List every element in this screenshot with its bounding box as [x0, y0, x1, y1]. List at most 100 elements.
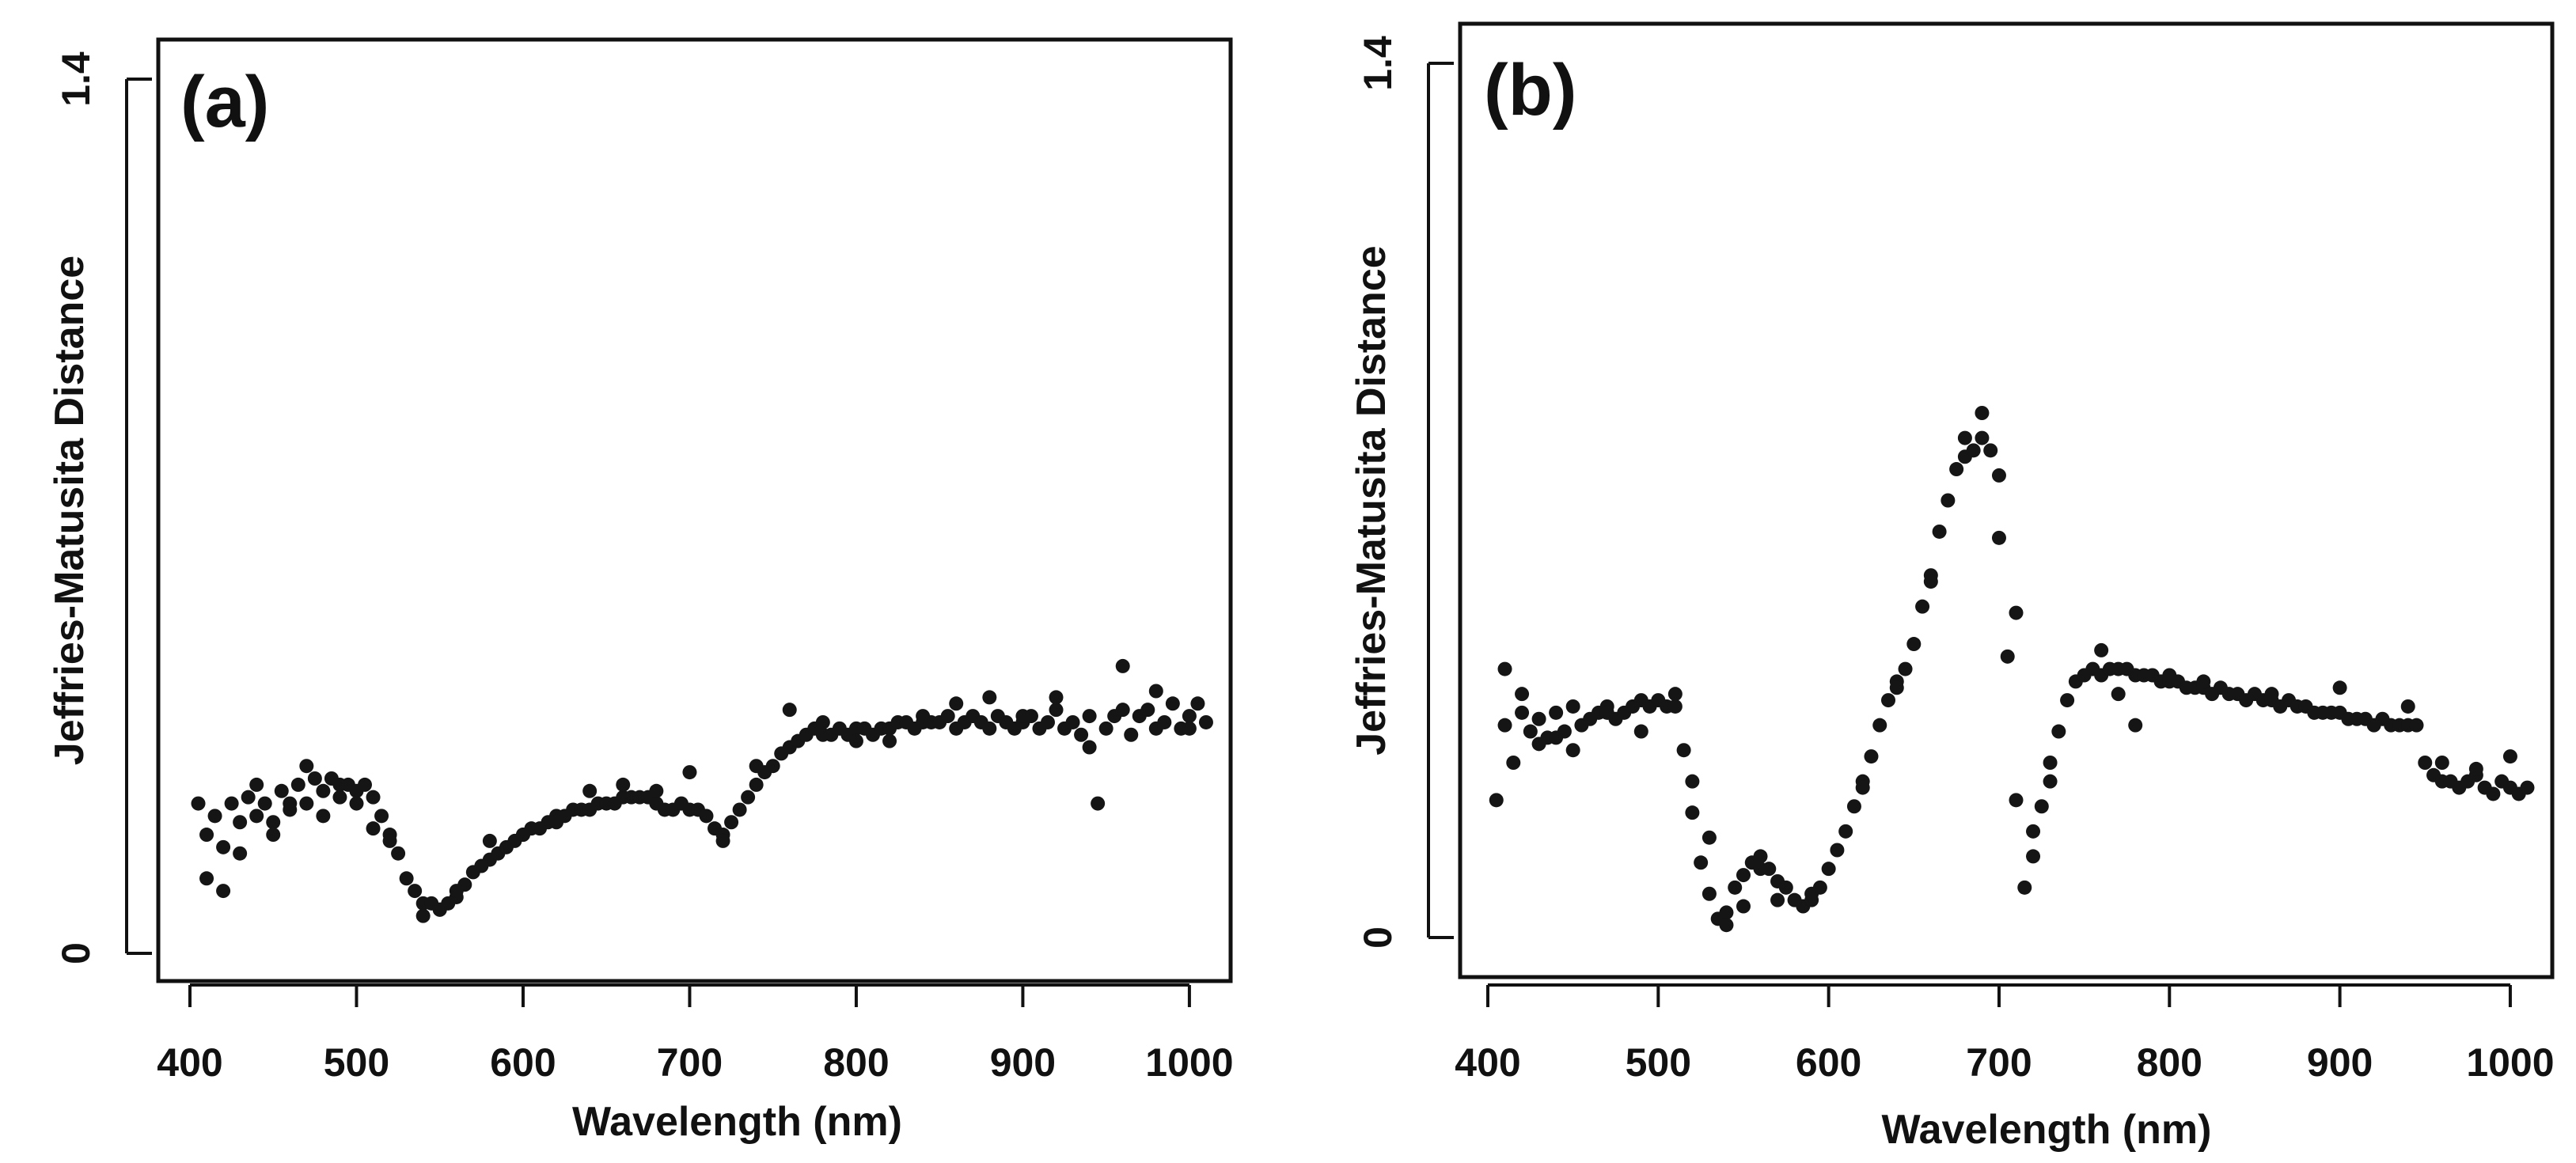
data-point: [1515, 687, 1530, 702]
data-point: [2502, 749, 2517, 764]
data-series: [191, 658, 1213, 923]
data-point: [415, 908, 431, 923]
data-point: [1694, 855, 1709, 870]
data-point: [1124, 727, 1139, 742]
data-point: [848, 733, 863, 748]
x-tick-label: 800: [2137, 1040, 2202, 1085]
x-tick-label: 900: [990, 1040, 1056, 1085]
data-point: [2026, 849, 2041, 864]
y-axis-title: Jeffries-Matusita Distance: [47, 256, 93, 765]
data-point: [1889, 680, 1904, 695]
data-point: [741, 790, 756, 805]
data-point: [2017, 880, 2032, 895]
data-point: [1906, 637, 1922, 652]
data-point: [1049, 703, 1064, 718]
data-point: [274, 783, 289, 798]
data-point: [1685, 774, 1700, 789]
x-axis-title: Wavelength (nm): [1881, 1107, 2211, 1153]
data-point: [1949, 462, 1964, 477]
data-point: [1983, 443, 1998, 458]
x-tick-label: 700: [1966, 1040, 2032, 1085]
data-point: [299, 759, 314, 774]
data-point: [1015, 709, 1030, 724]
data-point: [1497, 718, 1512, 733]
data-point: [1182, 721, 1197, 736]
plot-frame: [156, 37, 1233, 983]
data-point: [949, 696, 964, 711]
data-point: [1082, 740, 1097, 755]
data-point: [1040, 714, 1055, 729]
data-point: [1165, 696, 1180, 711]
data-point: [1855, 780, 1870, 795]
data-point: [2264, 687, 2279, 702]
data-point: [682, 765, 697, 780]
panel-b: 0 1.4 400 500 600 700 800 900 1000 Jeffries-Matus…: [1349, 21, 2555, 1153]
data-point: [382, 833, 397, 848]
data-point: [2486, 786, 2501, 801]
data-point: [749, 777, 764, 792]
data-point: [1148, 684, 1163, 699]
data-point: [1941, 493, 1956, 508]
data-point: [249, 809, 264, 824]
data-point: [332, 790, 347, 805]
data-point: [482, 833, 497, 848]
data-point: [1685, 805, 1700, 820]
data-point: [1115, 703, 1130, 718]
x-tick-label: 1000: [1145, 1040, 1233, 1085]
x-tick-label: 600: [1796, 1040, 1861, 1085]
plot-frame: [1458, 21, 2555, 979]
data-point: [449, 884, 464, 899]
data-point: [1065, 714, 1080, 729]
data-point: [1549, 730, 1564, 745]
data-point: [1506, 756, 1521, 770]
data-point: [1676, 743, 1691, 758]
data-point: [649, 783, 664, 798]
data-point: [2051, 724, 2066, 739]
data-point: [1881, 693, 1896, 708]
y-axis-title: Jeffries-Matusita Distance: [1349, 245, 1394, 755]
data-point: [2043, 756, 2058, 770]
data-point: [2000, 649, 2015, 664]
data-point: [724, 815, 739, 830]
data-point: [266, 828, 281, 843]
data-point: [2009, 793, 2024, 808]
x-tick-label: 500: [1626, 1040, 1691, 1085]
data-point: [299, 796, 314, 811]
panel-label: (b): [1484, 50, 1576, 131]
data-point: [1846, 799, 1861, 814]
panel-label: (a): [180, 62, 269, 142]
data-point: [515, 828, 530, 843]
y-tick-label: 1.4: [1356, 36, 1400, 91]
data-point: [2111, 687, 2126, 702]
data-point: [1923, 574, 1938, 589]
data-point: [233, 846, 248, 861]
data-point: [699, 809, 714, 824]
data-point: [1804, 886, 1819, 901]
data-point: [815, 714, 830, 729]
data-point: [2026, 824, 2041, 839]
data-point: [1872, 718, 1887, 733]
data-point: [1957, 430, 1972, 445]
data-point: [1736, 899, 1751, 914]
data-point: [2009, 605, 2024, 620]
data-point: [1762, 862, 1777, 877]
data-point: [2400, 699, 2415, 714]
data-point: [616, 777, 631, 792]
data-point: [1115, 658, 1130, 673]
data-series: [1489, 406, 2535, 933]
x-tick-label: 600: [490, 1040, 556, 1085]
data-point: [1157, 714, 1172, 729]
data-point: [1991, 468, 2006, 483]
data-point: [266, 815, 281, 830]
x-axis-title: Wavelength (nm): [572, 1099, 902, 1145]
data-point: [1531, 737, 1546, 752]
x-tick-label: 500: [324, 1040, 389, 1085]
data-point: [366, 790, 381, 805]
data-point: [1599, 705, 1614, 720]
data-point: [1966, 443, 1981, 458]
x-tick-label: 900: [2307, 1040, 2373, 1085]
data-point: [1098, 721, 1113, 736]
data-point: [316, 809, 331, 824]
data-point: [1736, 868, 1751, 883]
